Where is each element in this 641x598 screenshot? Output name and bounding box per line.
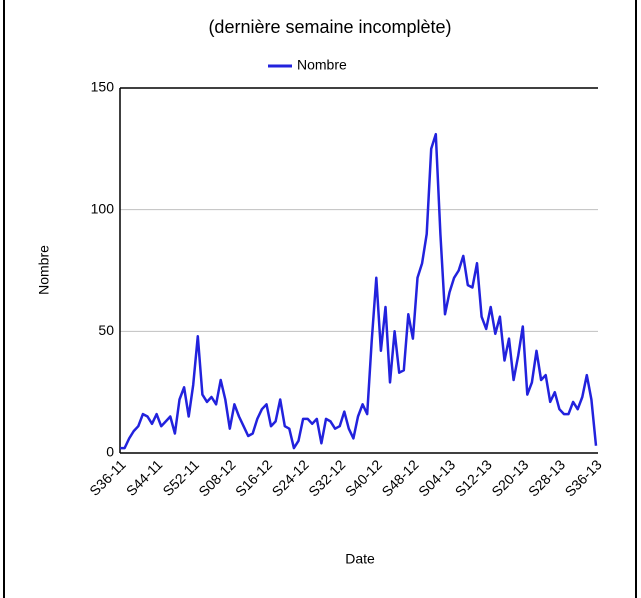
x-axis-label: Date: [345, 551, 375, 567]
y-tick-label: 50: [98, 322, 114, 338]
x-tick-label: S04-13: [415, 456, 458, 499]
x-tick-label: S32-12: [305, 456, 348, 499]
data-line: [120, 132, 598, 450]
y-axis-label: Nombre: [36, 245, 52, 295]
x-tick-label: S36-11: [86, 456, 129, 499]
x-tick-label: S24-12: [269, 456, 312, 499]
x-tick-label: S12-13: [452, 456, 495, 499]
y-tick-label: 0: [106, 444, 114, 460]
x-tick-label: S52-11: [159, 456, 202, 499]
x-tick-label: S08-12: [195, 456, 238, 499]
legend-label: Nombre: [297, 57, 347, 73]
x-tick-label: S48-12: [378, 456, 421, 499]
y-tick-label: 150: [91, 79, 115, 95]
chart-subtitle: (dernière semaine incomplète): [208, 17, 451, 37]
x-tick-label: S20-13: [488, 456, 531, 499]
x-tick-label: S40-12: [342, 456, 385, 499]
x-tick-label: S44-11: [123, 456, 166, 499]
frame: [3, 0, 637, 598]
x-tick-label: S16-12: [232, 456, 275, 499]
x-tick-label: S36-13: [561, 456, 604, 499]
x-tick-label: S28-13: [525, 456, 568, 499]
y-tick-label: 100: [91, 200, 115, 216]
